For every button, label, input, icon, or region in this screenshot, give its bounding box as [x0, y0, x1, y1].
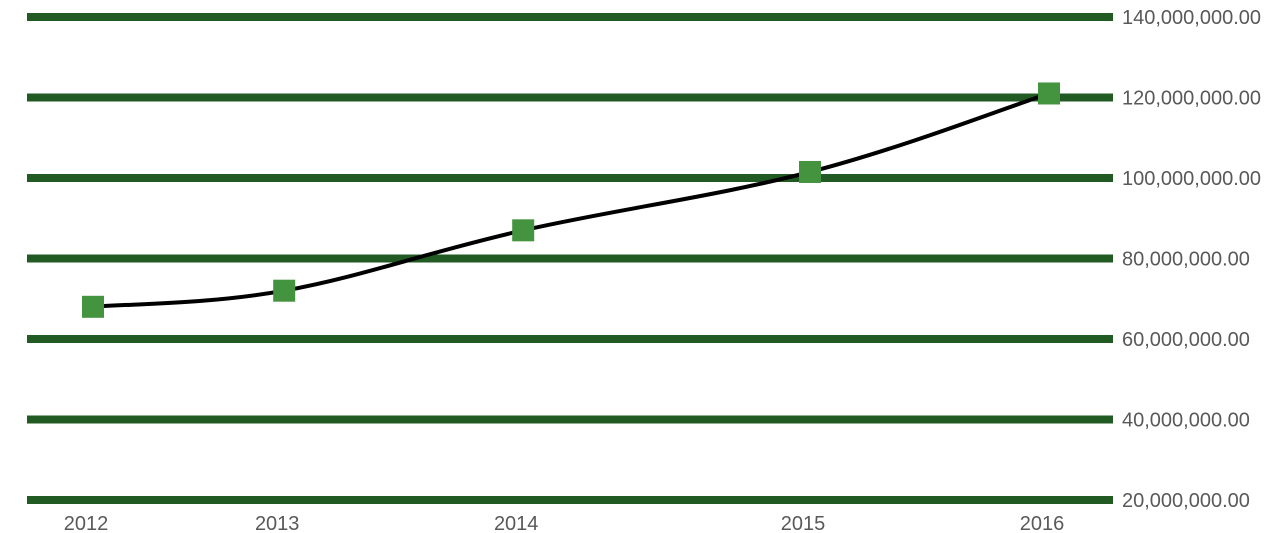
- y-tick-label: 80,000,000.00: [1122, 249, 1250, 271]
- x-tick-label: 2015: [781, 513, 826, 533]
- series-line-path: [92, 91, 1050, 309]
- y-tick-label: 100,000,000.00: [1122, 168, 1261, 190]
- series-line: [92, 91, 1050, 309]
- x-tick-label: 2012: [64, 513, 109, 533]
- data-point-marker: [1038, 82, 1060, 105]
- x-axis-tick-labels: 2012 2013 2014 2015 2016: [64, 513, 1065, 533]
- data-point-marker: [799, 160, 821, 183]
- data-point-marker: [512, 219, 535, 242]
- gridlines: [27, 13, 1113, 504]
- y-tick-label: 140,000,000.00: [1122, 7, 1261, 29]
- y-tick-label: 60,000,000.00: [1122, 329, 1250, 351]
- series-markers: [82, 82, 1060, 318]
- y-tick-label: 120,000,000.00: [1122, 88, 1261, 110]
- data-point-marker: [273, 279, 296, 302]
- x-tick-label: 2016: [1020, 513, 1065, 533]
- x-tick-label: 2014: [494, 513, 539, 533]
- y-axis-tick-labels: 20,000,000.00 40,000,000.00 60,000,000.00 8…: [1122, 7, 1261, 512]
- data-point-marker: [82, 295, 104, 318]
- x-tick-label: 2013: [255, 513, 300, 533]
- y-tick-label: 40,000,000.00: [1122, 410, 1250, 432]
- y-tick-label: 20,000,000.00: [1122, 490, 1250, 512]
